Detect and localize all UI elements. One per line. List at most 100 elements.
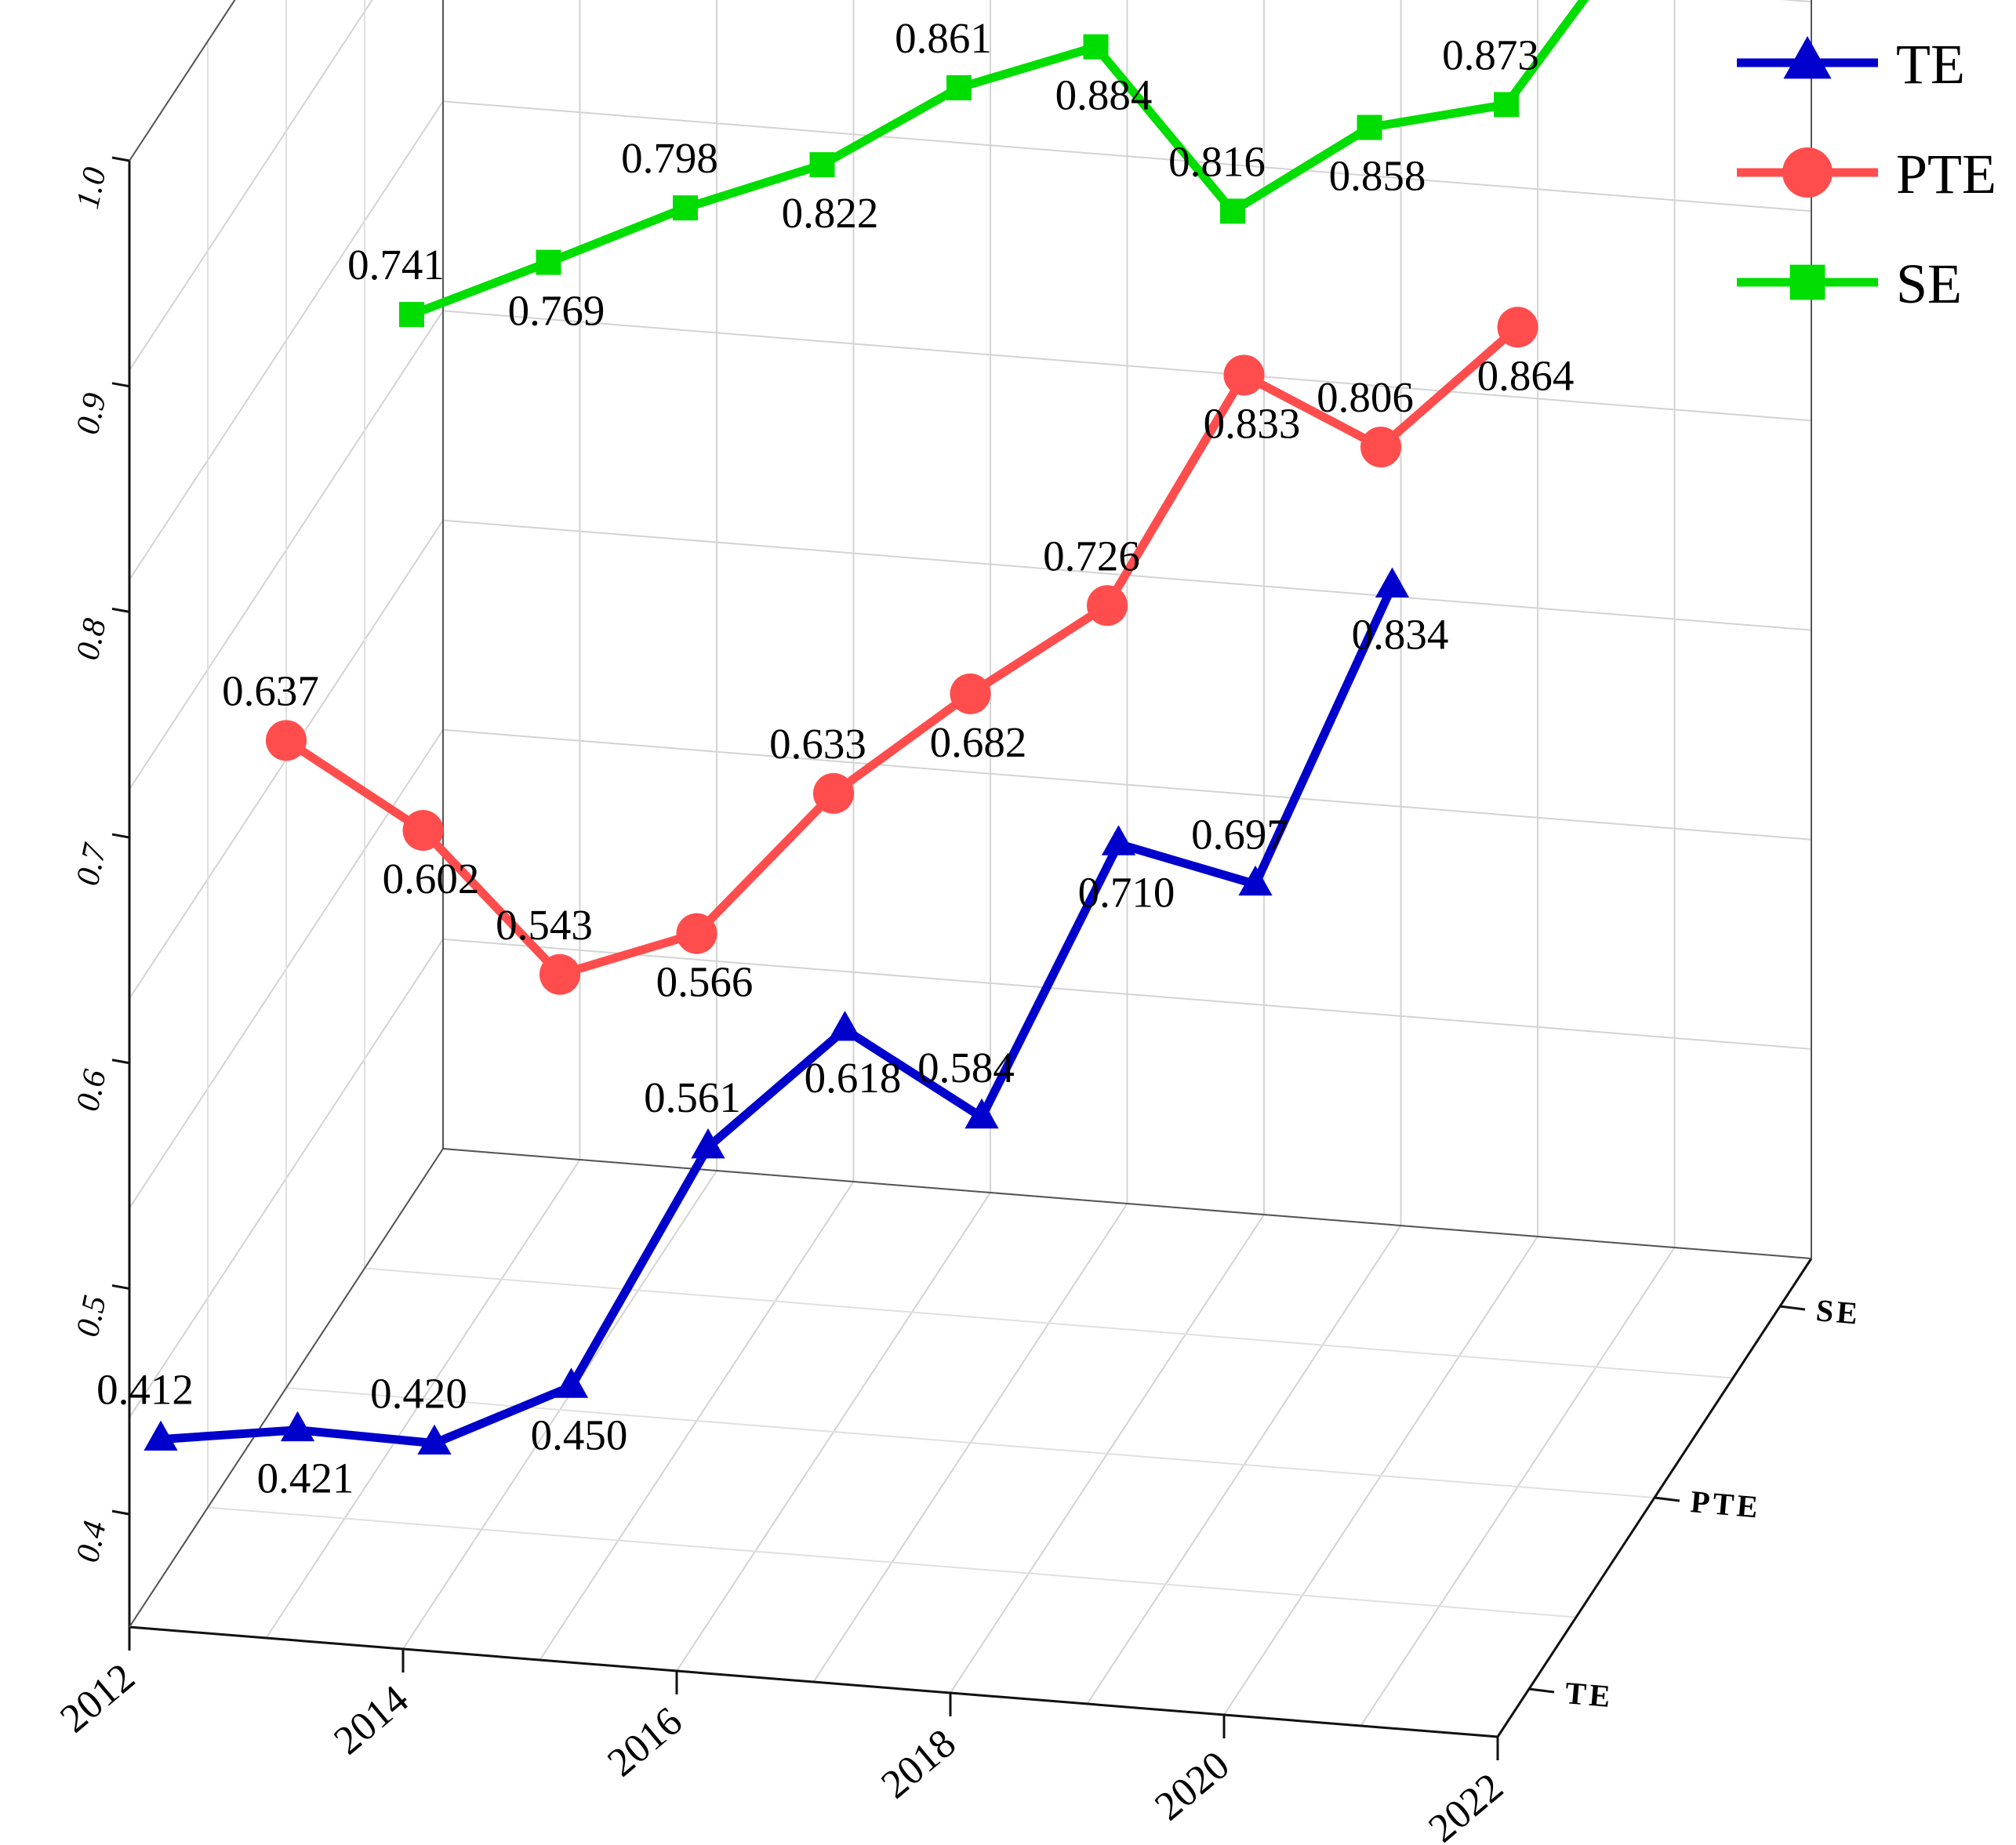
series-point-te <box>417 1424 452 1455</box>
series-point-te <box>1238 865 1273 896</box>
x-axis-line <box>129 1625 1498 1738</box>
data-label-te: 0.834 <box>1352 611 1449 659</box>
y-axis-ticks: 0.4 0.5 0.6 0.7 0.8 0.9 1.0 <box>70 156 130 1566</box>
z-tick-mark <box>1528 1687 1555 1694</box>
legend-marker-se <box>1789 264 1825 300</box>
x-tick-label: 2014 <box>325 1677 416 1764</box>
series-point-se <box>1494 92 1519 118</box>
data-label-pte: 0.633 <box>769 720 866 768</box>
data-label-te: 0.561 <box>644 1073 741 1121</box>
series-point-se <box>536 249 561 275</box>
legend-marker-te <box>1783 36 1832 79</box>
data-label-te: 0.421 <box>257 1455 354 1502</box>
data-label-se: 0.769 <box>508 287 605 335</box>
data-label-pte: 0.682 <box>930 718 1027 766</box>
y-tick-mark <box>111 833 130 839</box>
x-axis-ticks: 2012 2014 2016 2018 2020 2022 <box>52 1627 1512 1845</box>
y-tick-label: 0.9 <box>70 390 114 438</box>
grid-floor-horizontal <box>364 1267 1734 1379</box>
series-line-pte <box>283 324 1521 979</box>
data-label-pte: 0.637 <box>222 666 319 714</box>
data-label-se: 0.884 <box>1055 71 1153 119</box>
y-tick-label: 0.5 <box>70 1292 114 1340</box>
data-label-te: 0.450 <box>531 1411 628 1458</box>
series-point-se <box>1357 114 1382 140</box>
z-axis-ticks: TE PTE SE <box>1528 1292 1862 1714</box>
series-point-pte <box>1360 427 1401 468</box>
data-label-se: 0.741 <box>347 241 445 289</box>
legend-label-pte: PTE <box>1896 143 1996 205</box>
data-label-pte: 0.806 <box>1317 373 1414 421</box>
series-point-te <box>964 1098 999 1129</box>
data-label-se: 0.822 <box>782 189 879 237</box>
y-tick-label: 0.4 <box>70 1518 114 1566</box>
data-label-se: 0.798 <box>621 134 718 182</box>
grid-back-horizontal <box>442 310 1812 422</box>
data-label-pte: 0.864 <box>1477 351 1575 399</box>
data-label-pte: 0.602 <box>383 855 480 903</box>
gridlines <box>129 0 1812 1738</box>
back-floor-edge <box>442 1148 1812 1259</box>
series-line-te <box>160 584 1397 1448</box>
series-point-pte <box>402 810 444 852</box>
data-label-te: 0.618 <box>805 1054 902 1102</box>
axes <box>128 0 1813 1738</box>
data-label-pte: 0.833 <box>1204 399 1301 447</box>
data-label-se: 0.816 <box>1168 137 1266 185</box>
side-floor-edge <box>129 1148 444 1628</box>
y-tick-mark <box>111 156 130 162</box>
z-tick-label: PTE <box>1689 1484 1762 1525</box>
series-point-se <box>673 195 698 221</box>
series-point-pte <box>539 953 580 995</box>
side-top-edge <box>129 0 236 162</box>
series-point-se <box>399 302 424 328</box>
series-point-se <box>809 152 835 178</box>
data-label-pte: 0.543 <box>496 901 593 949</box>
x-tick-label: 2012 <box>52 1655 143 1742</box>
x-tick-label: 2022 <box>1420 1765 1511 1845</box>
data-label-se: 0.861 <box>895 14 992 62</box>
series-point-se <box>946 74 972 100</box>
grid-back-horizontal <box>442 728 1812 841</box>
series-point-pte <box>266 720 307 761</box>
series-point-te <box>1101 825 1136 855</box>
y-tick-mark <box>111 1059 130 1065</box>
series-line-se <box>410 0 1589 319</box>
y-tick-mark <box>111 607 130 613</box>
x-tick-label: 2020 <box>1146 1743 1237 1830</box>
legend-label-te: TE <box>1896 33 1965 96</box>
data-labels: 0.741 0.769 0.798 0.822 0.861 0.884 0.816 0.858… <box>96 14 1575 1502</box>
series-point-pte <box>1223 354 1265 396</box>
series-point-te <box>827 1010 863 1041</box>
grid-back-horizontal <box>442 100 1812 212</box>
series-point-te <box>143 1420 178 1451</box>
legend-marker-pte <box>1782 147 1833 198</box>
data-label-te: 0.420 <box>370 1370 467 1418</box>
data-label-te: 0.412 <box>96 1366 194 1414</box>
y-tick-mark <box>111 382 130 388</box>
series-point-te <box>554 1367 589 1398</box>
data-label-se: 0.858 <box>1329 152 1426 200</box>
data-label-te: 0.697 <box>1191 811 1288 859</box>
series-point-pte <box>1087 585 1128 627</box>
y-tick-mark <box>111 1284 130 1290</box>
y-tick-label: 1.0 <box>70 165 114 212</box>
grid-floor-horizontal <box>207 1506 1577 1618</box>
data-label-pte: 0.566 <box>656 958 754 1006</box>
y-tick-label: 0.7 <box>70 840 114 889</box>
data-label-te: 0.584 <box>917 1044 1015 1091</box>
y-tick-mark <box>111 1509 130 1516</box>
x-tick-label: 2018 <box>873 1721 964 1808</box>
data-label-se: 0.873 <box>1442 31 1539 78</box>
z-tick-mark <box>1654 1496 1680 1502</box>
series-point-pte <box>1497 307 1538 348</box>
z-tick-mark <box>1779 1305 1806 1311</box>
legend-label-se: SE <box>1896 252 1962 315</box>
z-tick-label: SE <box>1814 1292 1862 1331</box>
grid-back-horizontal <box>442 938 1812 1050</box>
y-tick-label: 0.6 <box>70 1066 114 1114</box>
y-tick-label: 0.8 <box>70 616 114 663</box>
series-point-te <box>691 1128 725 1159</box>
series-point-pte <box>950 673 991 714</box>
